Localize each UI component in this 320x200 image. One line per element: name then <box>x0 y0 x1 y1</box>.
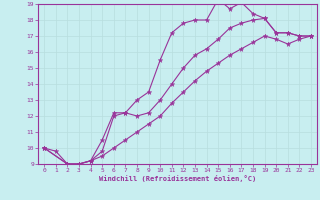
X-axis label: Windchill (Refroidissement éolien,°C): Windchill (Refroidissement éolien,°C) <box>99 175 256 182</box>
